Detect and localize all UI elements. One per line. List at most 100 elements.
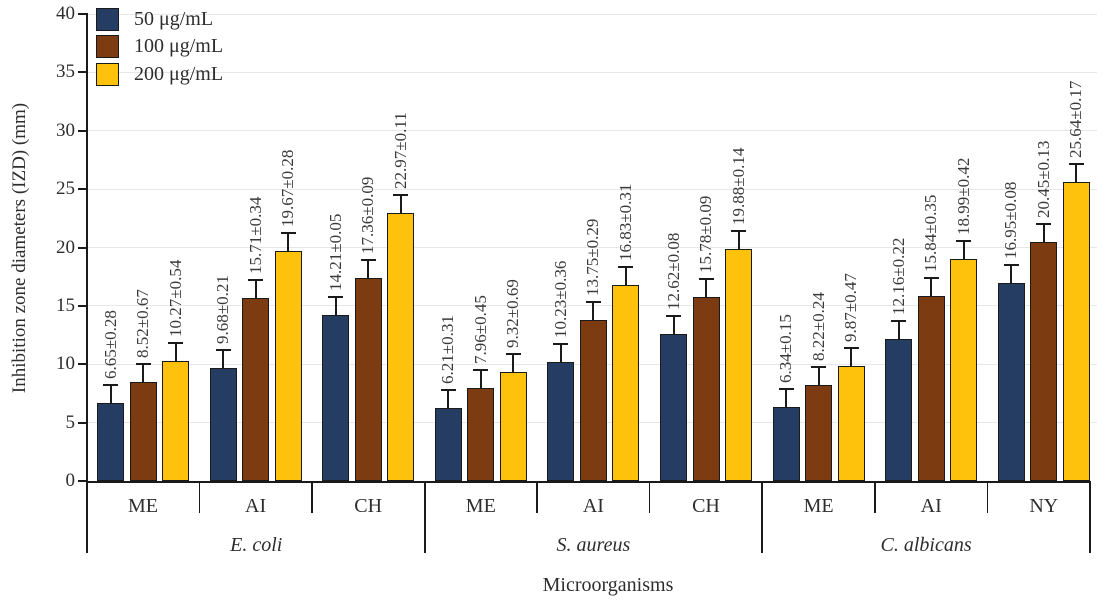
bar-value-label: 6.21±0.31	[438, 315, 458, 385]
bar-200μg/mL	[274, 251, 302, 481]
y-axis-title: Inhibition zone diameters (IZD) (mm)	[9, 102, 30, 394]
error-bar-whisker	[142, 364, 144, 382]
group-label: E. coli	[230, 534, 283, 556]
y-tick	[78, 304, 86, 307]
error-bar-cap	[891, 320, 907, 323]
error-bar-cap	[440, 389, 456, 392]
x-tick-label: NY	[1029, 495, 1059, 517]
legend-label: 50 μg/mL	[134, 8, 214, 30]
x-tick-label: AI	[582, 495, 604, 517]
error-bar-whisker	[1010, 266, 1013, 284]
error-bar-whisker	[479, 371, 482, 389]
bar-value-label: 20.45±0.13	[1033, 140, 1053, 219]
bar-100μg/mL	[1030, 242, 1058, 481]
bar-value-label: 14.21±0.05	[325, 213, 345, 292]
legend-item: 100 μg/mL	[96, 35, 224, 59]
error-bar-cap	[811, 366, 827, 369]
bar-50μg/mL	[997, 283, 1025, 481]
x-axis-line	[86, 481, 1090, 483]
error-bar-whisker	[1042, 225, 1045, 243]
bar-200μg/mL	[1062, 181, 1090, 481]
subgroup-separator	[874, 483, 876, 513]
bar-value-label: 8.22±0.24	[808, 292, 828, 362]
gridline	[88, 188, 1097, 190]
error-bar-cap	[585, 301, 601, 304]
error-bar-whisker	[624, 267, 627, 285]
group-divider	[761, 481, 764, 553]
bar-value-label: 9.68±0.21	[213, 275, 233, 344]
bar-value-label: 19.88±0.14	[728, 147, 748, 225]
bar-value-label: 12.62±0.08	[663, 232, 683, 310]
legend-label: 100 μg/mL	[134, 35, 224, 58]
subgroup-separator	[311, 483, 313, 513]
x-tick-label: AI	[920, 495, 942, 517]
subgroup-separator	[986, 483, 989, 513]
error-bar-whisker	[399, 195, 402, 213]
group-divider	[423, 481, 426, 553]
legend-item: 50 μg/mL	[96, 8, 213, 31]
bar-50μg/mL	[885, 339, 913, 481]
y-axis-line	[86, 13, 88, 553]
error-bar-whisker	[785, 389, 788, 407]
bar-50μg/mL	[547, 361, 575, 481]
error-bar-cap	[328, 296, 344, 299]
group-label: C. albicans	[880, 534, 972, 556]
error-bar-cap	[666, 314, 681, 317]
bar-100μg/mL	[242, 297, 270, 481]
bar-value-label: 9.87±0.47	[841, 272, 861, 342]
y-tick	[78, 13, 86, 15]
y-tick	[78, 71, 86, 74]
error-bar-whisker	[930, 279, 933, 297]
error-bar-whisker	[174, 344, 177, 362]
error-bar-cap	[923, 277, 939, 280]
subgroup-separator	[536, 483, 538, 513]
y-tick-label: 30	[56, 119, 75, 141]
bar-value-label: 19.67±0.28	[278, 150, 298, 228]
bar-200μg/mL	[162, 361, 189, 481]
y-tick-label: 35	[56, 61, 75, 83]
bar-value-label: 25.64±0.17	[1066, 80, 1086, 158]
y-tick	[78, 480, 86, 482]
error-bar-whisker	[254, 280, 257, 298]
bar-200μg/mL	[725, 248, 752, 481]
bar-200μg/mL	[950, 259, 978, 481]
error-bar-whisker	[817, 368, 820, 386]
error-bar-cap	[393, 193, 409, 196]
error-bar-cap	[778, 387, 794, 390]
x-tick-label: CH	[692, 495, 720, 517]
y-tick-label: 15	[56, 294, 75, 316]
error-bar-cap	[698, 277, 714, 280]
bar-value-label: 6.65±0.28	[100, 310, 120, 380]
y-tick	[78, 246, 86, 249]
bar-200μg/mL	[837, 365, 865, 481]
legend-swatch	[96, 35, 119, 59]
x-tick-label: ME	[465, 495, 496, 517]
x-tick-label: ME	[803, 495, 834, 517]
x-tick-label: CH	[354, 495, 383, 517]
error-bar-cap	[135, 362, 151, 365]
error-bar-cap	[103, 384, 118, 387]
x-axis-title: Microorganisms	[542, 574, 674, 596]
error-bar-whisker	[512, 355, 515, 373]
y-tick-label: 10	[56, 353, 75, 375]
y-tick	[78, 421, 86, 424]
subgroup-separator	[198, 483, 201, 513]
y-tick-label: 40	[56, 3, 75, 24]
error-bar-cap	[553, 342, 569, 345]
bar-value-label: 10.23±0.36	[550, 260, 570, 338]
error-bar-whisker	[1075, 164, 1078, 182]
bar-100μg/mL	[467, 388, 495, 481]
bar-value-label: 18.99±0.42	[953, 157, 973, 236]
bar-50μg/mL	[434, 408, 462, 481]
error-bar-whisker	[962, 242, 965, 260]
gridline	[88, 247, 1097, 248]
gridline	[88, 71, 1097, 73]
y-tick	[78, 188, 86, 191]
error-bar-whisker	[897, 322, 900, 340]
legend-swatch	[96, 8, 119, 31]
error-bar-whisker	[287, 234, 290, 252]
y-tick-label: 0	[65, 470, 76, 491]
bar-value-label: 22.97±0.11	[390, 112, 410, 189]
error-bar-whisker	[737, 231, 740, 249]
